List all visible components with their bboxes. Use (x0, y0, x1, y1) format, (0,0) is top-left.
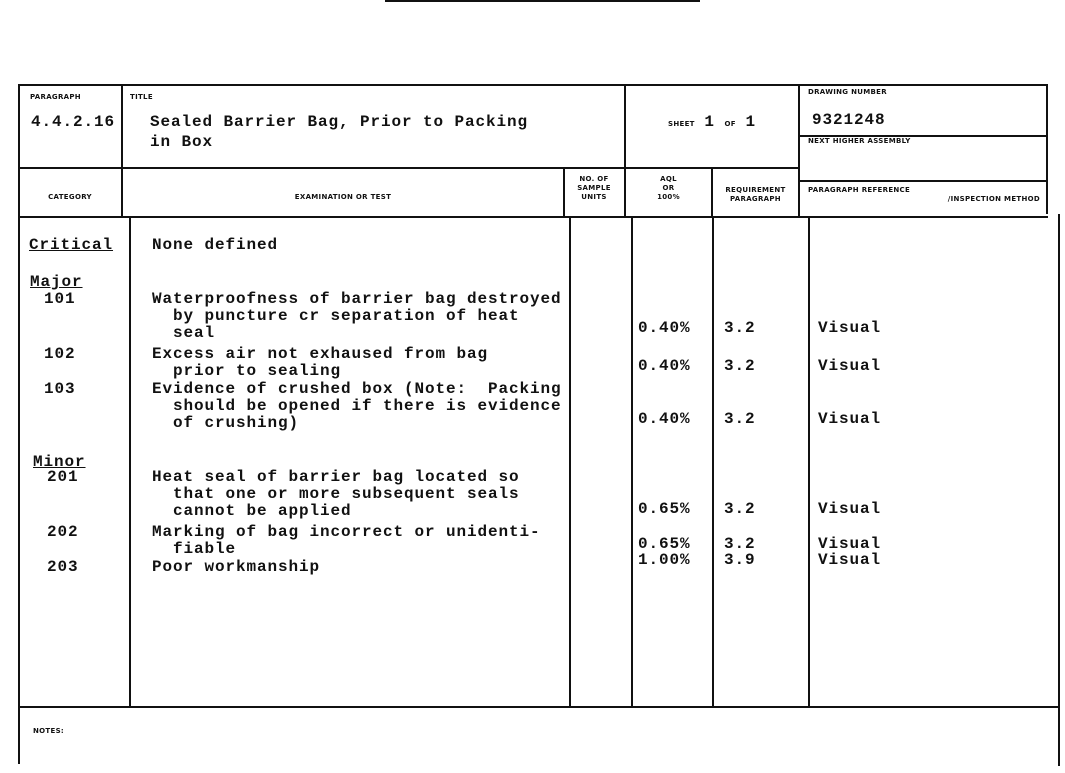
col-ref-2: /INSPECTION METHOD (947, 195, 1040, 203)
col-line-1 (129, 216, 131, 708)
item-method: Visual (818, 500, 882, 518)
sheet-number: 1 (704, 113, 715, 131)
paragraph-label: PARAGRAPH (30, 93, 81, 101)
col-aql-3: 100% (657, 193, 680, 201)
col-category: CATEGORY (48, 193, 92, 201)
sheet-label: SHEET (668, 120, 695, 128)
item-aql: 1.00% (638, 551, 691, 569)
item-description-line: Evidence of crushed box (Note: Packing (152, 380, 562, 398)
item-requirement: 3.2 (724, 535, 756, 553)
sheet-of: OF (724, 120, 736, 128)
col-req-2: PARAGRAPH (730, 195, 781, 203)
col-ref-1: PARAGRAPH REFERENCE (808, 186, 911, 194)
notes-divider (18, 706, 1060, 708)
item-method: Visual (818, 319, 882, 337)
notes-label: NOTES: (33, 727, 65, 735)
item-requirement: 3.2 (724, 319, 756, 337)
col-line-2 (569, 216, 571, 708)
col-sample-3: UNITS (581, 193, 607, 201)
item-id: 203 (47, 558, 79, 576)
item-description-line: cannot be applied (152, 502, 352, 520)
title-label: TITLE (130, 93, 153, 101)
drawing-number-label: DRAWING NUMBER (808, 88, 887, 96)
col-line-1h (121, 84, 123, 218)
item-description-line: prior to sealing (152, 362, 342, 380)
col-line-3 (631, 216, 633, 708)
column-header-bottom (18, 216, 1048, 218)
item-requirement: 3.2 (724, 500, 756, 518)
item-description-line: Poor workmanship (152, 558, 321, 576)
item-description-line: that one or more subsequent seals (152, 485, 520, 503)
col-reference: PARAGRAPH REFERENCE /INSPECTION METHOD (808, 186, 1040, 204)
category-minor: Minor (33, 453, 86, 471)
col-line-3h (624, 84, 626, 218)
item-aql: 0.40% (638, 410, 691, 428)
frame-left (18, 84, 20, 764)
item-method: Visual (818, 551, 882, 569)
item-requirement: 3.2 (724, 357, 756, 375)
item-requirement: 3.9 (724, 551, 756, 569)
item-aql: 0.65% (638, 500, 691, 518)
col-aql: AQL OR 100% (626, 175, 711, 202)
sheet-total: 1 (745, 113, 756, 131)
col-line-4h (711, 167, 713, 218)
paragraph-number: 4.4.2.16 (31, 113, 116, 131)
col-line-5h (798, 84, 800, 218)
title-line-1: Sealed Barrier Bag, Prior to Packing (150, 113, 529, 131)
item-description-line: Waterproofness of barrier bag destroyed (152, 290, 562, 308)
item-description-line: fiable (152, 540, 237, 558)
col-sample-2: SAMPLE (577, 184, 611, 192)
item-id: 103 (44, 380, 76, 398)
item-aql: 0.65% (638, 535, 691, 553)
sheet-indicator: SHEET 1 OF 1 (668, 113, 756, 131)
header-divider (18, 167, 800, 169)
item-id: 101 (44, 290, 76, 308)
category-major: Major (30, 273, 83, 291)
item-description-line: Marking of bag incorrect or unidenti- (152, 523, 541, 541)
item-aql: 0.40% (638, 357, 691, 375)
top-rule (385, 0, 700, 2)
drawing-divider (800, 135, 1048, 137)
critical-text: None defined (152, 236, 279, 254)
item-description-line: seal (152, 324, 216, 342)
item-id: 201 (47, 468, 79, 486)
col-req-1: REQUIREMENT (725, 186, 786, 194)
assembly-divider (800, 180, 1048, 182)
item-description-line: of crushing) (152, 414, 300, 432)
col-requirement: REQUIREMENT PARAGRAPH (713, 186, 798, 204)
col-line-4 (712, 216, 714, 708)
category-critical: Critical (29, 236, 114, 254)
frame-top (18, 84, 1048, 86)
title-line-2: in Box (150, 133, 214, 151)
col-line-2h (563, 167, 565, 218)
item-description-line: by puncture cr separation of heat (152, 307, 520, 325)
col-sample-units: NO. OF SAMPLE UNITS (565, 175, 623, 202)
item-method: Visual (818, 357, 882, 375)
col-aql-2: OR (662, 184, 675, 192)
item-id: 102 (44, 345, 76, 363)
item-aql: 0.40% (638, 319, 691, 337)
col-line-5 (808, 216, 810, 708)
next-higher-assembly-label: NEXT HIGHER ASSEMBLY (808, 137, 911, 145)
col-sample-1: NO. OF (579, 175, 609, 183)
item-id: 202 (47, 523, 79, 541)
drawing-number: 9321248 (812, 111, 886, 129)
item-requirement: 3.2 (724, 410, 756, 428)
col-aql-1: AQL (660, 175, 677, 183)
item-method: Visual (818, 535, 882, 553)
item-description-line: should be opened if there is evidence (152, 397, 562, 415)
item-method: Visual (818, 410, 882, 428)
item-description-line: Excess air not exhaused from bag (152, 345, 489, 363)
frame-right (1046, 84, 1048, 214)
col-examination: EXAMINATION OR TEST (294, 193, 392, 201)
item-description-line: Heat seal of barrier bag located so (152, 468, 520, 486)
frame-right-lower (1058, 214, 1060, 766)
